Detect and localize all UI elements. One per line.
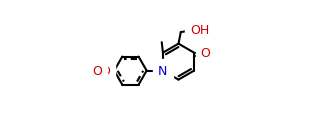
Text: N: N xyxy=(158,65,168,78)
Text: O: O xyxy=(100,65,110,78)
Text: OH: OH xyxy=(190,23,209,36)
Text: O: O xyxy=(201,47,211,60)
Text: O: O xyxy=(92,65,102,78)
